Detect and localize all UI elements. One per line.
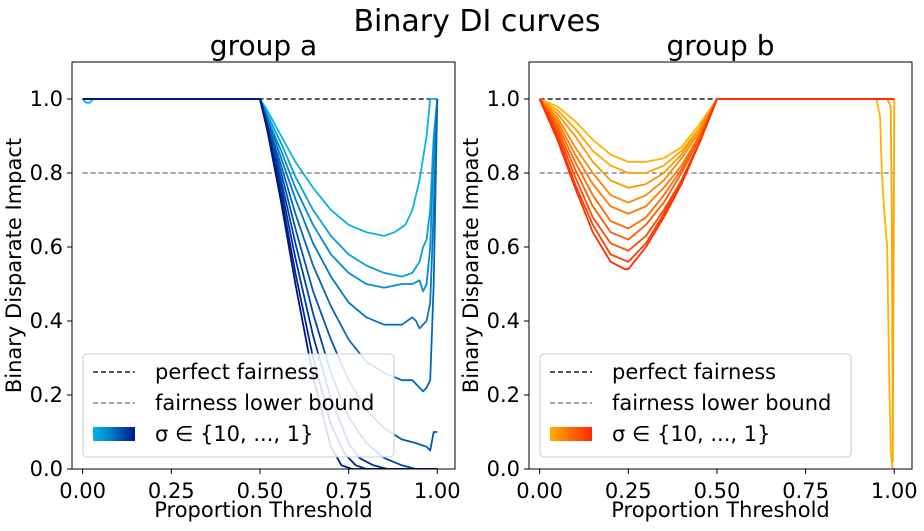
x-tick-label: 1.00 xyxy=(414,479,461,503)
y-tick-label: 0.4 xyxy=(487,309,520,333)
series-line-4 xyxy=(82,98,439,330)
series-line-7 xyxy=(538,98,895,241)
y-tick-label: 0.4 xyxy=(30,309,63,333)
panel-group-b: group b 0.00 0.25 0.50 0.75 1.00 0.0 0.2 0.4 0.6 0… xyxy=(459,29,918,522)
x-axis-label: Proportion Threshold xyxy=(611,498,830,522)
panel-title: group b xyxy=(667,29,775,62)
x-tick-label: 0.25 xyxy=(148,479,195,503)
legend-label: fairness lower bound xyxy=(155,391,374,415)
x-tick-label: 0.75 xyxy=(782,479,829,503)
series-line-2 xyxy=(82,98,439,278)
panel-title: group a xyxy=(210,29,317,62)
legend-colormap-swatch xyxy=(550,427,592,441)
legend-label: perfect fairness xyxy=(155,360,319,384)
series-line-1 xyxy=(81,98,438,237)
y-tick-label: 0.2 xyxy=(30,383,63,407)
y-tick-label: 0.2 xyxy=(487,383,520,407)
y-axis-label: Binary Disparate Impact xyxy=(2,138,26,393)
y-tick-label: 0.8 xyxy=(487,161,520,185)
legend-box xyxy=(82,353,395,458)
x-tick-label: 0.00 xyxy=(516,479,563,503)
axes-frame xyxy=(71,61,456,470)
y-tick-label: 0.8 xyxy=(30,161,63,185)
series-line-9 xyxy=(538,98,895,263)
y-tick-label: 0.6 xyxy=(487,235,520,259)
x-tick-label: 0.25 xyxy=(605,479,652,503)
y-tick-label: 1.0 xyxy=(487,87,520,111)
legend-label: σ ∈ {10, ..., 1} xyxy=(612,422,770,446)
panel-group-a: group a 0.00 0.25 0.50 0.75 1.00 0.0 0.2 0.4 0.6 0… xyxy=(2,29,461,522)
y-tick-label: 0.0 xyxy=(30,457,63,481)
x-tick-label: 0.50 xyxy=(237,479,284,503)
series-line-3 xyxy=(82,98,439,293)
series-line-3 xyxy=(539,98,895,189)
series-line-6 xyxy=(538,98,895,230)
series-line-2 xyxy=(539,98,896,463)
figure-title: Binary DI curves xyxy=(353,4,600,39)
series-line-8 xyxy=(538,98,895,252)
legend-label: σ ∈ {10, ..., 1} xyxy=(155,422,313,446)
y-tick-label: 0.0 xyxy=(487,457,520,481)
x-tick-label: 0.00 xyxy=(59,479,106,503)
x-axis-label: Proportion Threshold xyxy=(154,498,373,522)
legend-colormap-swatch xyxy=(93,427,135,441)
y-tick-label: 1.0 xyxy=(30,87,63,111)
y-axis-label: Binary Disparate Impact xyxy=(459,138,483,393)
y-tick-label: 0.6 xyxy=(30,235,63,259)
series-line-10 xyxy=(538,98,895,271)
legend-label: fairness lower bound xyxy=(612,391,831,415)
series-group xyxy=(538,98,896,469)
legend: perfect fairness fairness lower bound σ ∈ … xyxy=(82,353,395,458)
x-tick-label: 1.00 xyxy=(871,479,918,503)
legend: perfect fairness fairness lower bound σ ∈ … xyxy=(539,353,852,458)
axes-frame xyxy=(528,61,913,470)
legend-label: perfect fairness xyxy=(612,360,776,384)
x-tick-label: 0.50 xyxy=(694,479,741,503)
x-tick-label: 0.75 xyxy=(325,479,372,503)
legend-box xyxy=(539,353,852,458)
series-line-4 xyxy=(538,98,895,204)
series-line-5 xyxy=(82,98,439,393)
